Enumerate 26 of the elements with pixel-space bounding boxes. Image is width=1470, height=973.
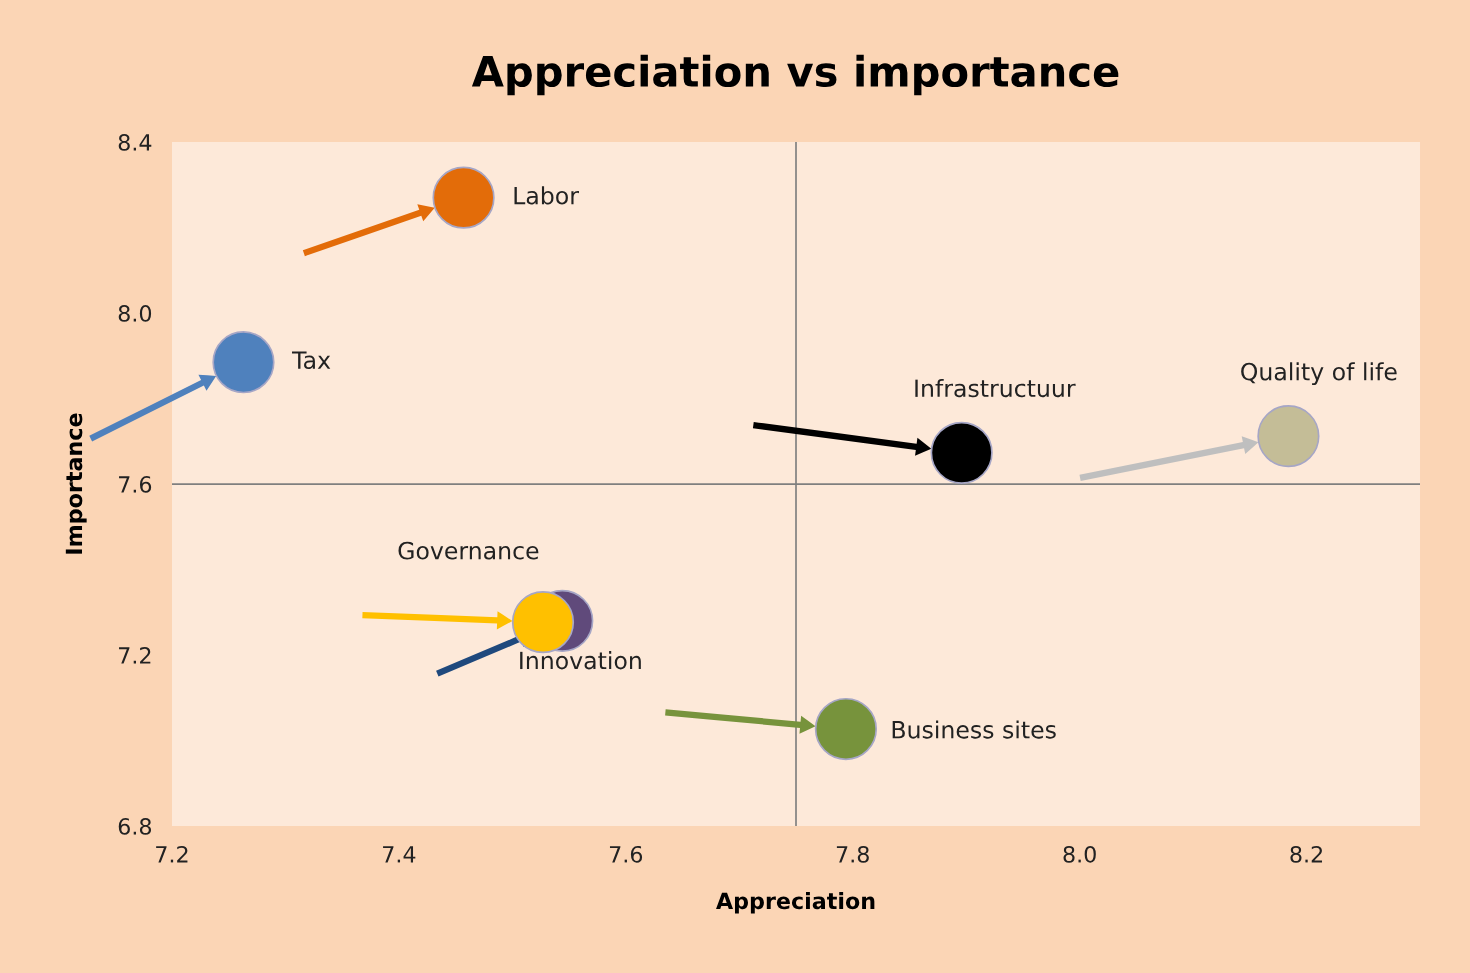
- series-label: Infrastructuur: [915, 378, 1076, 398]
- y-tick-label: 7.6: [119, 476, 152, 493]
- y-tick-label: 6.8: [118, 818, 152, 835]
- y-axis-title: Importance: [65, 413, 87, 554]
- point: [814, 697, 878, 761]
- y-tick-label: 7.2: [119, 647, 151, 664]
- x-tick-label: 8.0: [1063, 845, 1096, 863]
- series-label: Governance: [398, 541, 539, 560]
- y-tick-label: 8.0: [118, 305, 152, 322]
- x-tick-label: 8.2: [1290, 845, 1323, 863]
- point: [930, 421, 993, 484]
- series-label: Innovation: [520, 651, 641, 670]
- point: [432, 166, 495, 229]
- y-tick-label: 8.4: [118, 134, 152, 151]
- x-axis-title: Appreciation: [716, 892, 875, 914]
- series-label: Labor: [514, 186, 579, 205]
- series-label: Quality of life: [1241, 362, 1397, 386]
- series-label: Business sites: [892, 720, 1056, 739]
- x-tick-label: 7.4: [383, 846, 416, 863]
- chart-title: Appreciation vs importance: [471, 54, 1119, 96]
- point: [212, 331, 275, 394]
- x-tick-label: 7.6: [609, 845, 643, 863]
- x-tick-label: 7.2: [156, 845, 188, 863]
- series-label: Tax: [292, 351, 331, 370]
- x-tick-label: 7.8: [836, 845, 869, 863]
- point: [1257, 405, 1320, 468]
